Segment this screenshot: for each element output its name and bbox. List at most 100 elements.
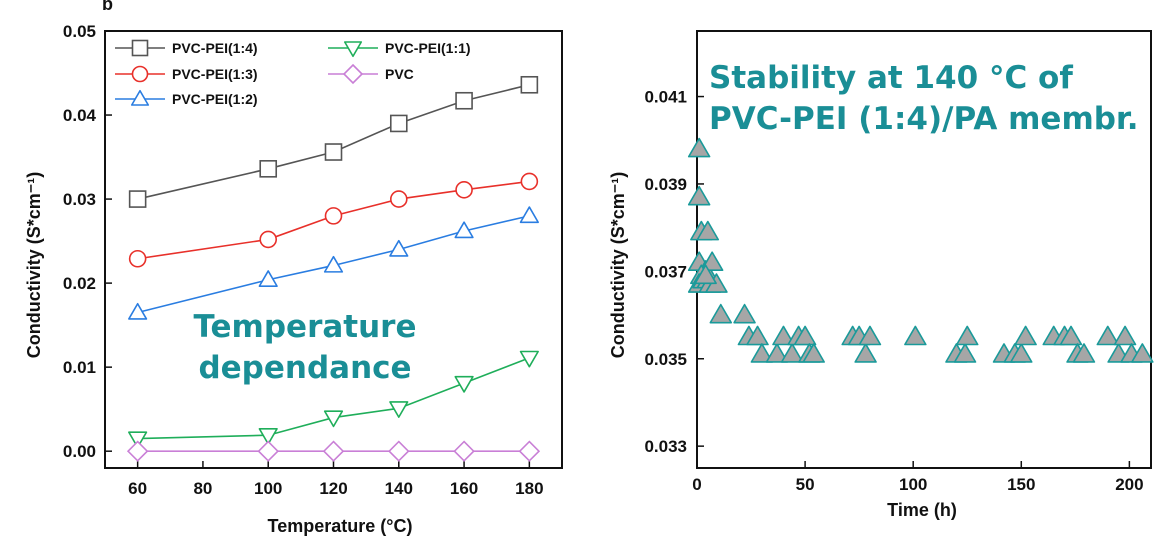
data-point bbox=[389, 401, 409, 418]
data-point bbox=[455, 181, 473, 199]
x-tick-label: 140 bbox=[385, 479, 413, 498]
data-point bbox=[257, 440, 279, 462]
data-point bbox=[259, 230, 278, 249]
x-tick-label: 80 bbox=[193, 479, 212, 498]
data-point bbox=[904, 325, 927, 346]
x-tick-label: 120 bbox=[319, 479, 347, 498]
data-point bbox=[324, 207, 343, 225]
y-tick-label: 0.05 bbox=[63, 22, 96, 41]
legend: PVC-PEI(1:4) PVC-PEI(1:3) PVC-PEI(1:2) PVC-… bbox=[115, 39, 471, 107]
data-point bbox=[520, 172, 539, 191]
data-point bbox=[696, 220, 720, 241]
data-point bbox=[128, 302, 148, 320]
data-point bbox=[694, 264, 717, 285]
x-tick-label: 50 bbox=[796, 475, 815, 494]
panel-letter: b bbox=[102, 0, 113, 14]
data-point bbox=[1014, 325, 1037, 346]
annotation-stability-line2: PVC-PEI (1:4)/PA membr. bbox=[709, 101, 1139, 137]
legend-label: PVC-PEI(1:2) bbox=[172, 91, 258, 107]
x-tick-label: 0 bbox=[692, 475, 701, 494]
y-tick-label: 0.035 bbox=[644, 350, 687, 369]
data-point bbox=[746, 325, 769, 346]
data-point bbox=[128, 249, 147, 268]
y-tick-label: 0.041 bbox=[644, 88, 687, 107]
data-point bbox=[1072, 343, 1096, 363]
data-point bbox=[519, 350, 539, 368]
annotation-temperature-line1: Temperature bbox=[194, 309, 417, 345]
data-point bbox=[802, 343, 825, 363]
data-point bbox=[709, 303, 733, 324]
data-point bbox=[518, 440, 541, 462]
data-point bbox=[454, 221, 474, 239]
right-axis-ticks: 0 50 100 150 200 0.033 0.035 0.037 0.039 0.041 bbox=[644, 88, 1143, 494]
data-point bbox=[1113, 325, 1137, 346]
data-point bbox=[793, 325, 817, 346]
data-point bbox=[772, 325, 795, 346]
annotation-temperature-line2: dependance bbox=[198, 350, 411, 386]
right-series-group bbox=[687, 137, 1154, 363]
series-line bbox=[137, 84, 530, 200]
data-point bbox=[323, 410, 344, 428]
x-tick-label: 100 bbox=[899, 475, 927, 494]
data-point bbox=[323, 255, 344, 273]
left-series-group bbox=[126, 75, 541, 462]
data-point bbox=[780, 343, 804, 363]
data-point bbox=[128, 190, 147, 208]
annotation-stability-line1: Stability at 140 °C of bbox=[709, 60, 1073, 96]
series-line bbox=[137, 215, 530, 314]
data-point bbox=[389, 239, 409, 257]
data-point bbox=[389, 114, 408, 133]
legend-marker bbox=[131, 39, 149, 57]
data-point bbox=[258, 270, 278, 287]
legend-marker bbox=[130, 89, 150, 106]
data-point bbox=[733, 303, 756, 324]
x-tick-label: 180 bbox=[515, 479, 543, 498]
legend-label: PVC bbox=[385, 66, 414, 82]
data-point bbox=[388, 440, 410, 462]
y-tick-label: 0.00 bbox=[63, 442, 96, 461]
y-tick-label: 0.02 bbox=[63, 274, 96, 293]
x-tick-label: 100 bbox=[254, 479, 282, 498]
y-tick-label: 0.037 bbox=[644, 262, 687, 281]
data-point bbox=[700, 251, 724, 272]
series-line bbox=[137, 357, 530, 440]
legend-marker bbox=[131, 65, 149, 83]
data-point bbox=[454, 375, 474, 393]
data-point bbox=[765, 343, 789, 363]
y-tick-label: 0.033 bbox=[644, 437, 687, 456]
y-tick-label: 0.03 bbox=[63, 190, 96, 209]
x-tick-label: 150 bbox=[1007, 475, 1035, 494]
data-point bbox=[322, 440, 345, 462]
legend-label: PVC-PEI(1:1) bbox=[385, 40, 471, 56]
data-point bbox=[1059, 325, 1083, 346]
plot-frame-right bbox=[696, 30, 1152, 469]
series-line bbox=[137, 180, 530, 260]
y-tick-label: 0.039 bbox=[644, 175, 687, 194]
legend-marker bbox=[342, 63, 364, 85]
data-point bbox=[1131, 343, 1154, 363]
data-point bbox=[453, 440, 475, 462]
y-axis-label-right: Conductivity (S*cm⁻¹) bbox=[608, 172, 628, 359]
data-point bbox=[258, 428, 278, 445]
legend-label: PVC-PEI(1:3) bbox=[172, 66, 258, 82]
data-point bbox=[750, 343, 774, 363]
x-tick-label: 160 bbox=[450, 479, 478, 498]
y-tick-label: 0.04 bbox=[63, 106, 97, 125]
data-point bbox=[953, 343, 977, 363]
data-point bbox=[259, 160, 278, 178]
data-point bbox=[854, 343, 877, 363]
data-point bbox=[128, 431, 148, 449]
data-point bbox=[1010, 343, 1033, 363]
data-point bbox=[126, 440, 149, 462]
x-tick-label: 200 bbox=[1115, 475, 1143, 494]
data-point bbox=[1096, 325, 1120, 346]
legend-label: PVC-PEI(1:4) bbox=[172, 40, 258, 56]
x-axis-label-left: Temperature (°C) bbox=[268, 516, 413, 536]
data-point bbox=[687, 185, 711, 206]
data-point bbox=[858, 325, 882, 346]
data-point bbox=[389, 190, 408, 208]
panel-stability: 0 50 100 150 200 0.033 0.035 0.037 0.039 0.041 Ti… bbox=[608, 30, 1154, 520]
data-point bbox=[455, 91, 473, 110]
y-tick-label: 0.01 bbox=[63, 358, 96, 377]
